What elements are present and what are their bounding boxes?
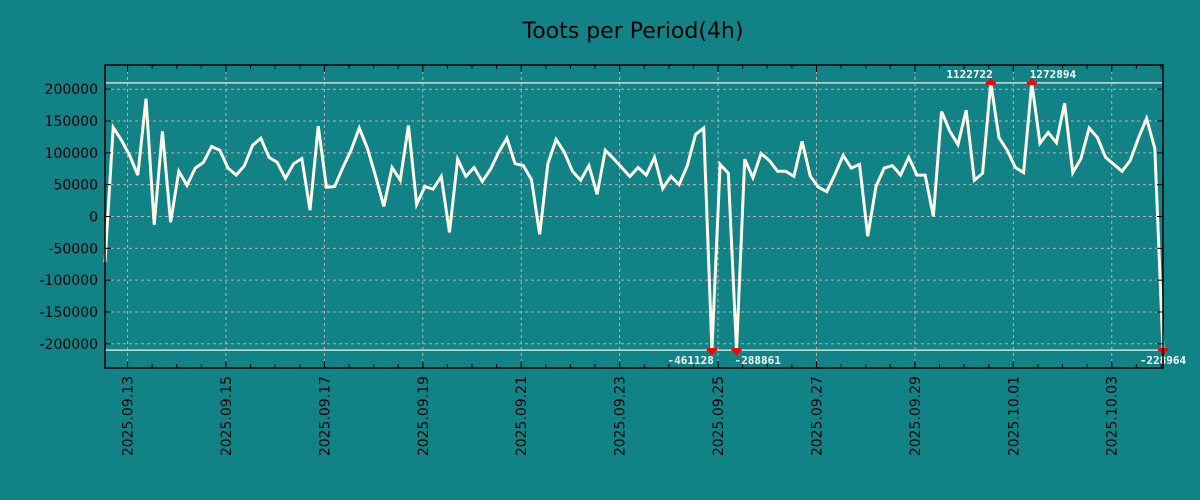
- x-tick-label: 2025.09.29: [908, 376, 924, 456]
- y-tick-label: -150000: [40, 305, 99, 321]
- x-axis: 2025.09.13 2025.09.15 2025.09.17 2025.09.19…: [121, 65, 1162, 456]
- series-line-toots: [103, 82, 1165, 351]
- x-tick-label: 2025.09.27: [809, 376, 825, 456]
- x-tick-label: 2025.10.01: [1006, 376, 1022, 456]
- y-tick-label: 50000: [53, 178, 98, 194]
- x-tick-label: 2025.10.03: [1105, 376, 1121, 456]
- y-tick-label: -200000: [40, 337, 99, 353]
- clip-marker-bar: [985, 81, 996, 85]
- chart-title: Toots per Period(4h): [522, 19, 744, 44]
- series: [103, 82, 1165, 351]
- x-tick-label: 2025.09.13: [121, 376, 137, 456]
- y-axis: -200000 -150000 -100000 -50000 0 50000 100000 1…: [40, 82, 1163, 353]
- x-tick-label: 2025.09.17: [317, 376, 333, 456]
- grid: [105, 65, 1163, 368]
- y-tick-label: -100000: [40, 273, 99, 289]
- x-tick-label: 2025.09.15: [219, 376, 235, 456]
- x-tick-label: 2025.09.25: [711, 376, 727, 456]
- markers: 1122722 1272894-461128 -288861 -228964: [668, 68, 1187, 367]
- y-tick-label: -50000: [48, 241, 98, 257]
- annotation-label: -288861: [735, 354, 782, 367]
- annotation-label: 1122722: [946, 68, 992, 81]
- x-tick-label: 2025.09.19: [416, 376, 432, 456]
- clip-marker-bar: [706, 348, 717, 352]
- x-tick-label: 2025.09.23: [613, 376, 629, 456]
- y-tick-label: 0: [89, 210, 98, 226]
- y-tick-label: 100000: [45, 146, 98, 162]
- annotation-label: 1272894: [1030, 68, 1077, 81]
- clip-marker-bar: [1026, 81, 1037, 85]
- y-tick-label: 150000: [45, 114, 98, 130]
- x-tick-label: 2025.09.21: [514, 376, 530, 456]
- annotation-label: -461128: [668, 354, 714, 367]
- y-tick-label: 200000: [45, 82, 98, 98]
- clip-marker-bar: [731, 348, 742, 352]
